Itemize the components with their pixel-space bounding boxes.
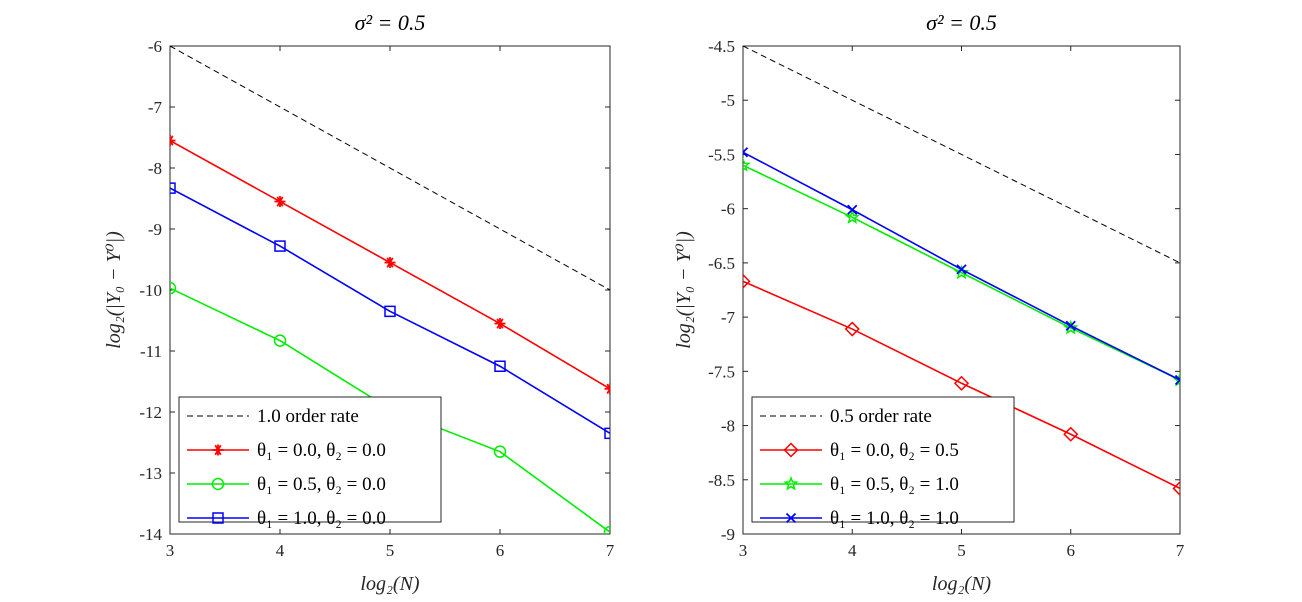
legend-entry: θ₁ = 0.0, θ₂ = 0.0 — [257, 440, 386, 461]
legend-marker — [783, 475, 799, 491]
data-point — [1063, 426, 1079, 442]
y-tick-label: -7 — [721, 308, 736, 327]
data-point — [170, 281, 177, 295]
x-axis-label: log₂(N) — [360, 573, 420, 595]
series-line — [170, 46, 610, 291]
data-point — [273, 334, 287, 347]
x-tick-label: 3 — [739, 541, 748, 560]
data-point — [170, 182, 176, 194]
series-line — [170, 187, 610, 435]
legend-entry: θ₁ = 0.0, θ₂ = 0.5 — [830, 440, 959, 461]
legend-entry: θ₁ = 1.0, θ₂ = 0.0 — [257, 508, 386, 529]
y-tick-label: -11 — [140, 342, 162, 361]
series-line — [743, 46, 1180, 264]
legend-marker — [211, 477, 225, 491]
legend: 1.0 order rate θ₁ = 0.0, θ₂ = 0.0 θ₁ = 0.5… — [178, 396, 442, 529]
y-tick-label: -12 — [139, 403, 162, 422]
y-tick-label: -7.5 — [708, 362, 735, 381]
x-tick-label: 3 — [166, 541, 175, 560]
y-tick-label: -8.5 — [708, 471, 735, 490]
x-tick-label: 5 — [957, 541, 966, 560]
right-chart: 3 4 5 6 7 -4.5 -5 -5.5 -6 -6.5 -7 -7.5 -8 -8.5 -9 σ² = … — [673, 10, 1185, 595]
data-point — [1065, 320, 1076, 331]
y-tick-label: -6 — [721, 200, 735, 219]
y-tick-label: -10 — [139, 281, 162, 300]
data-point — [604, 427, 610, 440]
y-axis-label: log₂(|Y₀ − Y⁰|) — [103, 231, 125, 349]
legend-entry: 0.5 order rate — [830, 406, 932, 427]
data-point — [953, 264, 970, 280]
x-axis-label: log₂(N) — [932, 573, 992, 595]
data-point — [956, 264, 967, 275]
legend-box — [751, 396, 1015, 523]
x-tick-label: 6 — [496, 541, 505, 560]
data-point — [493, 445, 507, 458]
y-tick-label: -4.5 — [708, 37, 735, 56]
y-tick-label: -8 — [148, 159, 162, 178]
y-tick-label: -7 — [148, 98, 163, 117]
x-tick-label: 6 — [1067, 541, 1076, 560]
x-tick-label: 4 — [276, 541, 285, 560]
y-tick-label: -6.5 — [708, 254, 735, 273]
data-point — [603, 525, 610, 534]
data-point — [743, 147, 749, 158]
y-axis-label: log₂(|Y₀ − Y⁰|) — [673, 231, 695, 349]
legend-marker — [785, 512, 797, 524]
y-tick-label: -5.5 — [708, 145, 735, 164]
x-tick-label: 7 — [1176, 541, 1185, 560]
data-point — [1174, 374, 1180, 386]
legend-box — [178, 396, 442, 523]
legend-entry: θ₁ = 0.5, θ₂ = 0.0 — [257, 474, 386, 495]
series-line — [743, 280, 1180, 490]
data-point — [847, 204, 858, 215]
data-point — [844, 209, 860, 224]
series-layer — [743, 46, 1180, 497]
series-layer — [170, 46, 610, 534]
y-tick-label: -6 — [148, 37, 162, 56]
data-point — [953, 375, 970, 391]
legend-entry: 1.0 order rate — [257, 406, 359, 427]
data-point — [1063, 319, 1079, 335]
y-tick-label: -5 — [721, 91, 735, 110]
legend-marker — [783, 442, 799, 458]
series-line — [743, 164, 1180, 381]
y-tick-label: -13 — [139, 464, 162, 483]
chart-title: σ² = 0.5 — [926, 10, 997, 35]
legend-entry: θ₁ = 0.5, θ₂ = 1.0 — [830, 474, 959, 495]
x-tick-label: 4 — [848, 541, 857, 560]
data-point — [384, 305, 396, 318]
data-point — [743, 273, 751, 289]
data-point — [604, 383, 610, 395]
legend-entry: θ₁ = 1.0, θ₂ = 1.0 — [830, 508, 959, 529]
legend-marker — [212, 444, 224, 456]
y-tick-label: -8 — [721, 417, 735, 436]
y-tick-label: -9 — [148, 220, 162, 239]
data-point — [844, 321, 860, 337]
y-tick-label: -14 — [139, 525, 162, 544]
x-tick-label: 7 — [606, 541, 615, 560]
data-point — [1172, 480, 1180, 497]
data-point — [384, 257, 396, 269]
data-point — [743, 157, 751, 172]
chart-title: σ² = 0.5 — [355, 10, 426, 35]
x-tick-label: 5 — [386, 541, 395, 560]
data-point — [494, 360, 506, 372]
left-chart: 3 4 5 6 7 -6 -7 -8 -9 -10 -11 -12 -13 -14 σ² = 0.5 log₂… — [103, 10, 615, 595]
y-tick-label: -9 — [721, 525, 735, 544]
data-point — [274, 196, 286, 208]
data-point — [170, 135, 176, 147]
data-point — [274, 240, 286, 252]
data-point — [494, 318, 506, 330]
legend-marker — [212, 512, 224, 524]
legend: 0.5 order rate θ₁ = 0.0, θ₂ = 0.5 θ₁ = 0.5… — [751, 396, 1015, 529]
